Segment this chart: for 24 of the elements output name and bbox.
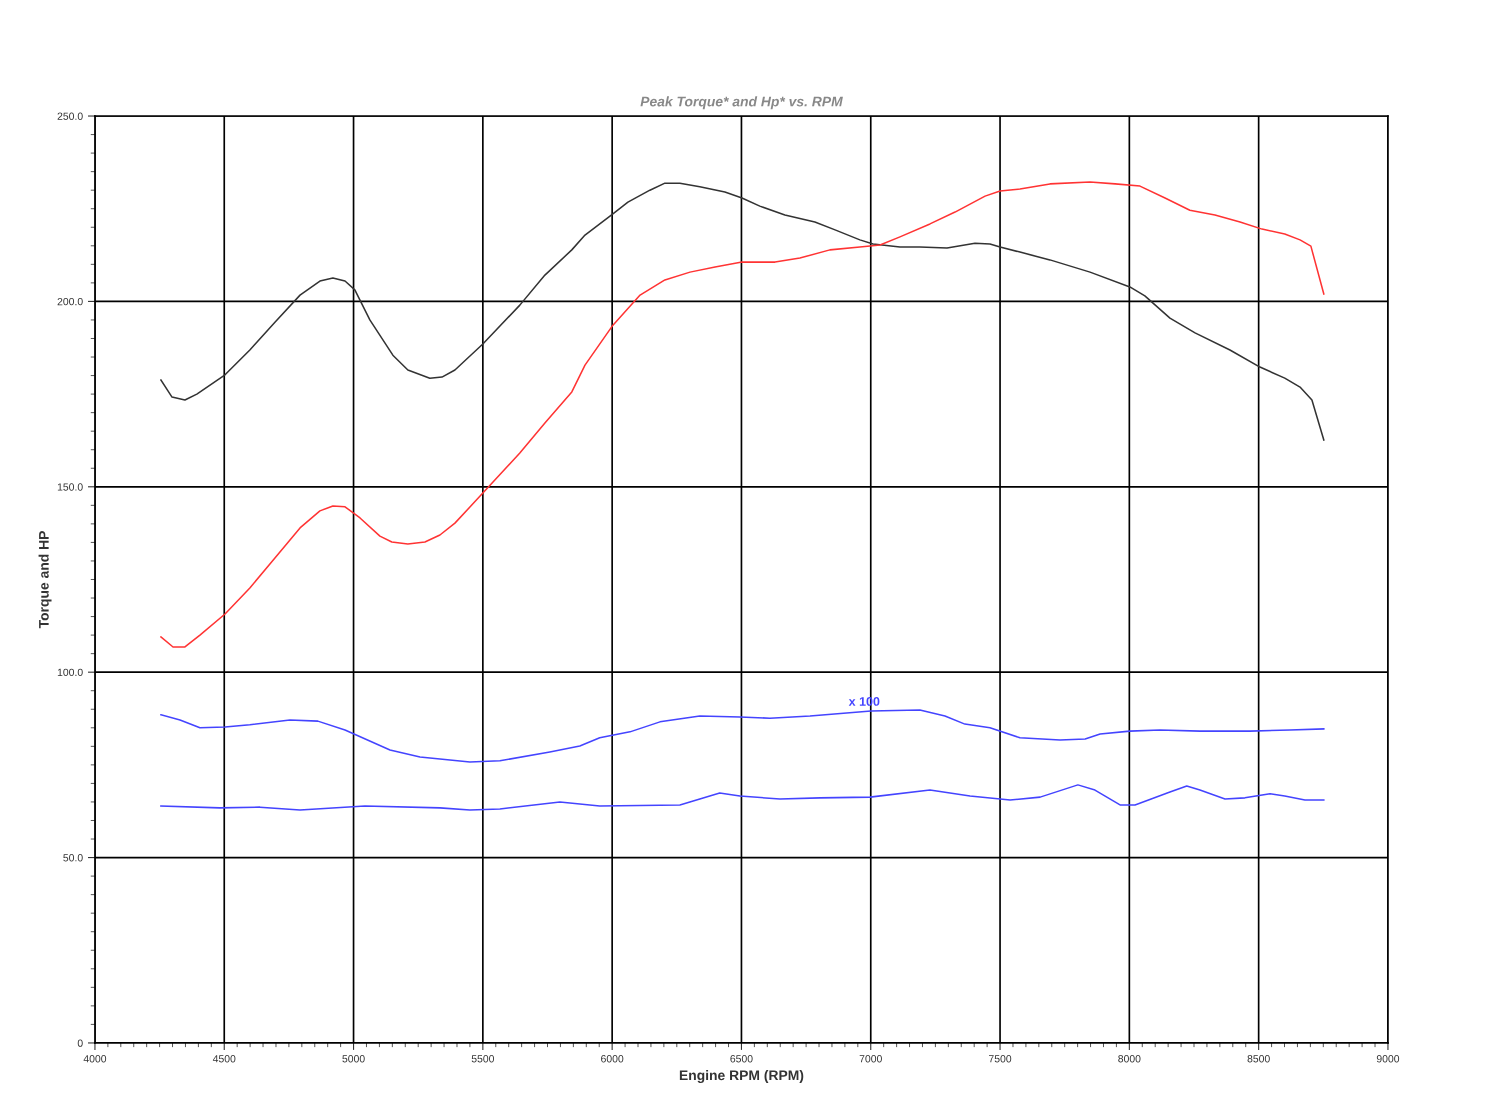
chart-title: Peak Torque* and Hp* vs. RPM — [640, 96, 843, 110]
x-tick-label: 9000 — [1376, 1055, 1400, 1063]
x-tick-label: 4500 — [212, 1055, 236, 1063]
line-series — [160, 181, 1325, 648]
x-tick-label: 7000 — [859, 1055, 882, 1063]
y-tick-label: 200.0 — [57, 297, 83, 306]
y-tick-label: 50.0 — [63, 854, 83, 862]
line-series — [160, 182, 1325, 441]
y-tick-label: 250.0 — [57, 112, 83, 120]
x-tick-label: 6500 — [730, 1055, 753, 1063]
y-tick-label: 150.0 — [57, 483, 83, 491]
x-tick-label: 5000 — [342, 1055, 365, 1063]
y-tick-label: 0 — [77, 1039, 83, 1047]
y-tick-label: 100.0 — [57, 668, 83, 677]
x-axis-title: Engine RPM (RPM) — [679, 1070, 804, 1084]
line-series — [160, 784, 1325, 811]
y-axis-title: Torque and HP — [38, 531, 52, 629]
x-tick-label: 5500 — [471, 1055, 495, 1063]
x-tick-label: 7500 — [989, 1055, 1012, 1063]
x-tick-label: 8500 — [1247, 1055, 1270, 1063]
x-tick-label: 6000 — [601, 1055, 624, 1063]
line-series — [160, 709, 1325, 763]
x-tick-label: 4000 — [83, 1055, 107, 1063]
x-tick-label: 8000 — [1118, 1055, 1141, 1063]
